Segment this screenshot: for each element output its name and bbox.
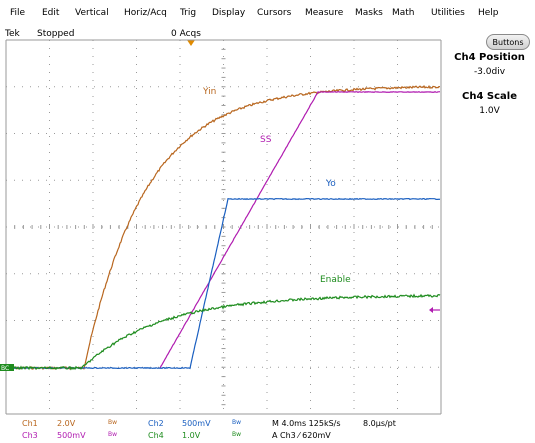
acquisition-state: Stopped bbox=[37, 29, 75, 39]
channel-readout: Ch1 2.0V Bw Ch2 500mV Bw Ch3 500mV Bw Ch… bbox=[0, 418, 535, 443]
ch1-scale[interactable]: 2.0V bbox=[57, 419, 76, 428]
menu-vertical[interactable]: Vertical bbox=[75, 8, 109, 18]
menu-horiz-acq[interactable]: Horiz/Acq bbox=[124, 8, 167, 18]
ground-level-marker[interactable]: BC bbox=[0, 364, 14, 372]
ch4-position-value[interactable]: -3.0div bbox=[473, 67, 506, 77]
menu-display[interactable]: Display bbox=[212, 8, 246, 18]
ss-label: SS bbox=[260, 135, 272, 145]
ch4-scale-title: Ch4 Scale bbox=[462, 91, 517, 102]
menu-math[interactable]: Math bbox=[392, 8, 415, 18]
trigger-position-marker[interactable] bbox=[187, 40, 195, 46]
graticule bbox=[5, 39, 442, 415]
acquisition-count: 0 Acqs bbox=[171, 29, 201, 39]
ch3-bw: Bw bbox=[108, 431, 118, 438]
enable-label: Enable bbox=[320, 275, 351, 285]
ch1-label[interactable]: Ch1 bbox=[22, 419, 38, 428]
brand-label: Tek bbox=[5, 29, 20, 39]
ch4-offset-marker[interactable] bbox=[429, 307, 440, 313]
ch1-bw: Bw bbox=[108, 419, 118, 426]
buttons-button[interactable]: Buttons bbox=[486, 34, 530, 50]
menu-cursors[interactable]: Cursors bbox=[257, 8, 292, 18]
ch4-label[interactable]: Ch4 bbox=[148, 431, 164, 440]
ss-trace bbox=[159, 91, 441, 369]
ch3-scale[interactable]: 500mV bbox=[57, 431, 86, 440]
ch4-scale-value[interactable]: 1.0V bbox=[479, 106, 500, 116]
menu-file[interactable]: File bbox=[10, 8, 26, 18]
yo-label: Yo bbox=[325, 179, 336, 189]
yin-label: Yin bbox=[202, 87, 216, 97]
trigger-readout[interactable]: A Ch3 ⁄ 620mV bbox=[272, 431, 331, 440]
menu-help[interactable]: Help bbox=[478, 8, 499, 18]
ch4-bw: Bw bbox=[232, 431, 242, 438]
ch2-bw: Bw bbox=[232, 419, 242, 426]
menu-utilities[interactable]: Utilities bbox=[431, 8, 465, 18]
menu-masks[interactable]: Masks bbox=[355, 8, 383, 18]
ch2-label[interactable]: Ch2 bbox=[148, 419, 164, 428]
menu-bar: File Edit Vertical Horiz/Acq Trig Displa… bbox=[0, 0, 535, 26]
ground-marker-label: BC bbox=[1, 365, 9, 372]
menu-trig[interactable]: Trig bbox=[180, 8, 197, 18]
ch3-label[interactable]: Ch3 bbox=[22, 431, 38, 440]
menu-measure[interactable]: Measure bbox=[305, 8, 344, 18]
timebase-readout[interactable]: M 4.0ms 125kS/s bbox=[272, 419, 341, 428]
menu-edit[interactable]: Edit bbox=[42, 8, 60, 18]
yin-trace bbox=[9, 85, 441, 371]
ch2-scale[interactable]: 500mV bbox=[182, 419, 211, 428]
ch4-position-title: Ch4 Position bbox=[454, 52, 525, 63]
waveform-display[interactable]: Yin SS Yo Enable BC bbox=[0, 39, 445, 418]
side-panel: Ch4 Position -3.0div Ch4 Scale 1.0V bbox=[444, 52, 535, 116]
sample-interval-readout: 8.0µs/pt bbox=[363, 419, 396, 428]
enable-trace bbox=[9, 293, 441, 371]
ch4-scale[interactable]: 1.0V bbox=[182, 431, 201, 440]
